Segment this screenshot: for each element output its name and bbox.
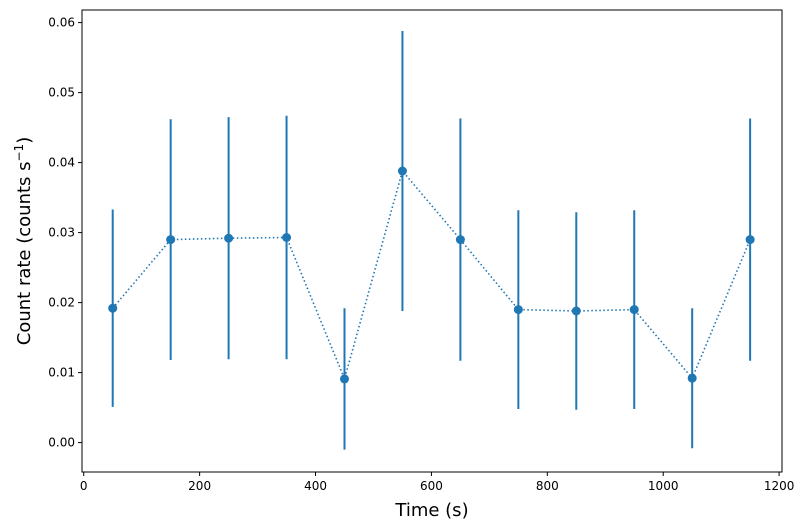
data-point (397, 166, 407, 176)
data-point (455, 235, 465, 245)
data-point (745, 235, 755, 245)
y-axis-label-end: ) (14, 137, 35, 144)
data-point (166, 235, 176, 245)
y-axis-ticks: 0.00 0.01 0.02 0.03 0.04 0.05 0.06 (48, 16, 82, 450)
plot-frame (81, 9, 783, 473)
y-tick-label: 0.02 (48, 296, 75, 310)
x-tick-label: 600 (420, 479, 443, 493)
data-point (108, 303, 118, 313)
data-points (108, 166, 755, 384)
data-point (513, 305, 523, 315)
y-axis-label-superscript: −1 (12, 144, 26, 162)
data-point (224, 233, 234, 243)
data-point (282, 233, 292, 242)
y-tick-label: 0.03 (48, 226, 75, 240)
x-axis-label: Time (s) (394, 500, 468, 521)
plot-area (82, 10, 782, 472)
x-tick-label: 1200 (764, 479, 795, 493)
y-tick-label: 0.06 (48, 16, 75, 30)
x-tick-label: 400 (304, 479, 327, 493)
data-point (629, 305, 639, 315)
data-point (571, 306, 581, 316)
y-tick-label: 0.01 (48, 366, 75, 380)
x-tick-label: 800 (536, 479, 559, 493)
x-tick-label: 1000 (648, 479, 679, 493)
data-point (340, 374, 349, 384)
y-axis-label: Count rate (counts s−1) (12, 137, 35, 345)
x-axis-ticks: 0 200 400 600 800 1000 1200 (80, 472, 794, 493)
y-tick-label: 0.05 (48, 86, 75, 100)
y-tick-label: 0.04 (48, 156, 75, 170)
x-tick-label: 0 (80, 479, 88, 493)
y-tick-label: 0.00 (48, 436, 75, 450)
x-tick-label: 200 (188, 479, 211, 493)
data-point (687, 373, 697, 383)
y-axis-label-main: Count rate (counts s (14, 161, 35, 345)
